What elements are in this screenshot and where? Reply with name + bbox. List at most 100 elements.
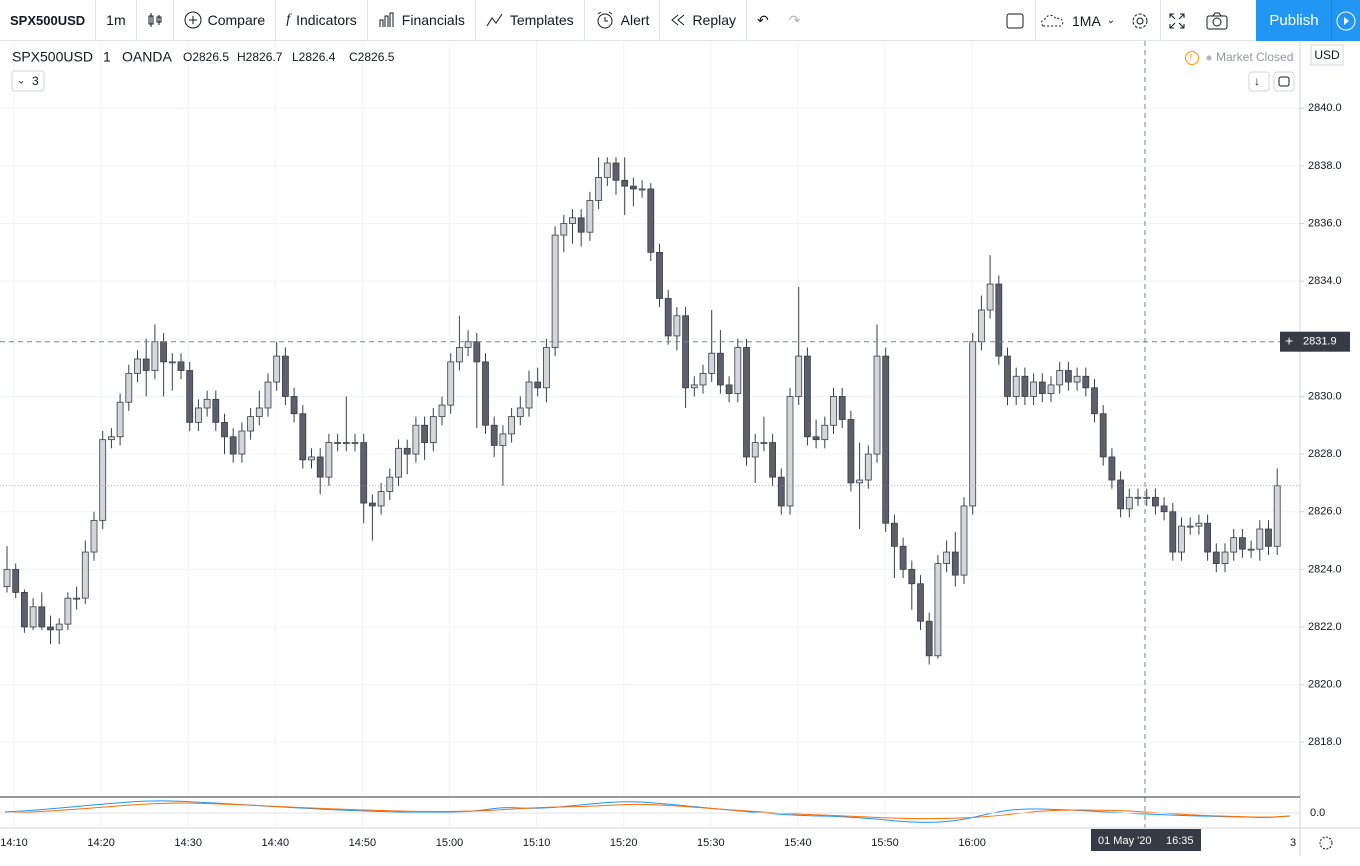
x-tick-label: 14:20 (87, 837, 115, 849)
financials[interactable]: Financials (368, 0, 476, 41)
replay-label: Replay (692, 12, 737, 28)
y-tick-label: 2818.0 (1308, 736, 1342, 748)
candle-body (151, 341, 159, 371)
candle-body (1239, 537, 1246, 550)
candle-body (664, 298, 672, 337)
candle-body (1256, 528, 1264, 550)
candle-body (221, 421, 228, 438)
candle-body (1065, 370, 1072, 383)
signal-line (4, 802, 1291, 820)
templates[interactable]: Templates (476, 0, 585, 41)
candle-body (1012, 375, 1020, 397)
status-icon (1185, 51, 1199, 65)
scroll-button[interactable] (1248, 71, 1270, 92)
legend-low: L2826.4 (292, 50, 336, 64)
candle-body (12, 568, 20, 593)
reset-icon (1278, 76, 1290, 87)
compare[interactable]: Compare (174, 0, 277, 41)
candle-body (290, 396, 298, 415)
candle-body (917, 583, 924, 622)
candle-body (891, 522, 898, 547)
candle-body (482, 361, 489, 426)
candle-body (690, 384, 698, 389)
redo[interactable]: ↷ (788, 11, 801, 28)
candle-body (673, 315, 681, 337)
undo[interactable]: ↶ (757, 11, 769, 28)
status-dot (1206, 55, 1212, 61)
candle-body (281, 355, 289, 397)
y-tick-label: 2834.0 (1308, 275, 1342, 287)
candle-body (882, 355, 890, 524)
candle-body (525, 381, 533, 409)
candle-body (160, 341, 168, 363)
studies-toggle[interactable] (11, 70, 45, 92)
candle-body (1108, 456, 1116, 481)
replay[interactable]: Replay (660, 0, 748, 41)
candle-body (81, 551, 89, 599)
x-tick-label: 3 (1290, 837, 1296, 849)
chart-style[interactable] (137, 0, 174, 41)
settings[interactable] (1120, 0, 1161, 41)
y-tick-label: 2824.0 (1308, 563, 1342, 575)
candle-body (1169, 511, 1177, 553)
y-tick-label: 2828.0 (1308, 448, 1342, 460)
candle-body (3, 568, 11, 588)
candle-body (864, 453, 872, 481)
x-tick-label: 15:00 (436, 837, 464, 849)
candle-body (177, 361, 185, 371)
layout[interactable] (995, 0, 1036, 41)
candle-body (342, 442, 350, 444)
publish-button[interactable]: Publish (1256, 0, 1332, 41)
candle-body (64, 597, 72, 625)
legend-exchange: OANDA (122, 49, 172, 65)
candle-body (229, 436, 237, 455)
symbol-search[interactable]: SPX500USD (0, 0, 97, 41)
candle-body (569, 217, 576, 224)
x-tick-label: 14:30 (174, 837, 202, 849)
candle-body (499, 433, 507, 446)
candle-body (1038, 381, 1046, 394)
study-template[interactable]: 1MA ⌄ (1030, 0, 1125, 41)
x-tick-label: 14:40 (262, 837, 290, 849)
candle-body (821, 424, 829, 441)
candle-body (812, 436, 820, 441)
candle-body (38, 606, 46, 628)
candle-body (717, 352, 724, 386)
candle-body (786, 396, 794, 507)
candle-body (186, 370, 194, 423)
candle-body (943, 551, 950, 564)
candle-body (368, 502, 376, 507)
legend-high: H2826.7 (237, 50, 283, 64)
y-tick-label: 2836.0 (1308, 217, 1342, 229)
x-tick-label: 14:10 (0, 837, 28, 849)
candle-body (734, 347, 742, 394)
candle-body (960, 505, 968, 576)
reset-button[interactable] (1273, 71, 1295, 92)
x-tick-label: 15:20 (610, 837, 638, 849)
interval[interactable]: 1m (96, 0, 137, 41)
ideas-button[interactable] (1331, 0, 1360, 41)
candle-body (351, 442, 359, 444)
candle-body (377, 491, 385, 507)
candle-body (47, 626, 54, 631)
candle-body (534, 381, 542, 389)
currency-box[interactable] (1310, 44, 1344, 66)
candle-body (795, 355, 803, 397)
indicators[interactable]: f Indicators (276, 0, 368, 41)
candle-body (455, 347, 463, 363)
plot-area (0, 41, 1300, 828)
candle-body (1073, 375, 1081, 383)
alert[interactable]: Alert (585, 0, 661, 41)
fullscreen[interactable] (1158, 0, 1196, 41)
candle-body (90, 519, 98, 553)
candle-body (308, 456, 315, 461)
y-tick-label: 2826.0 (1308, 506, 1342, 518)
y-tick-label: 2838.0 (1308, 160, 1342, 172)
snapshot[interactable] (1196, 0, 1238, 41)
candle-body (473, 341, 481, 363)
candle-body (1178, 525, 1185, 553)
candle-body (1047, 384, 1055, 394)
candle-body (403, 447, 411, 455)
axis-settings[interactable] (1319, 836, 1333, 850)
